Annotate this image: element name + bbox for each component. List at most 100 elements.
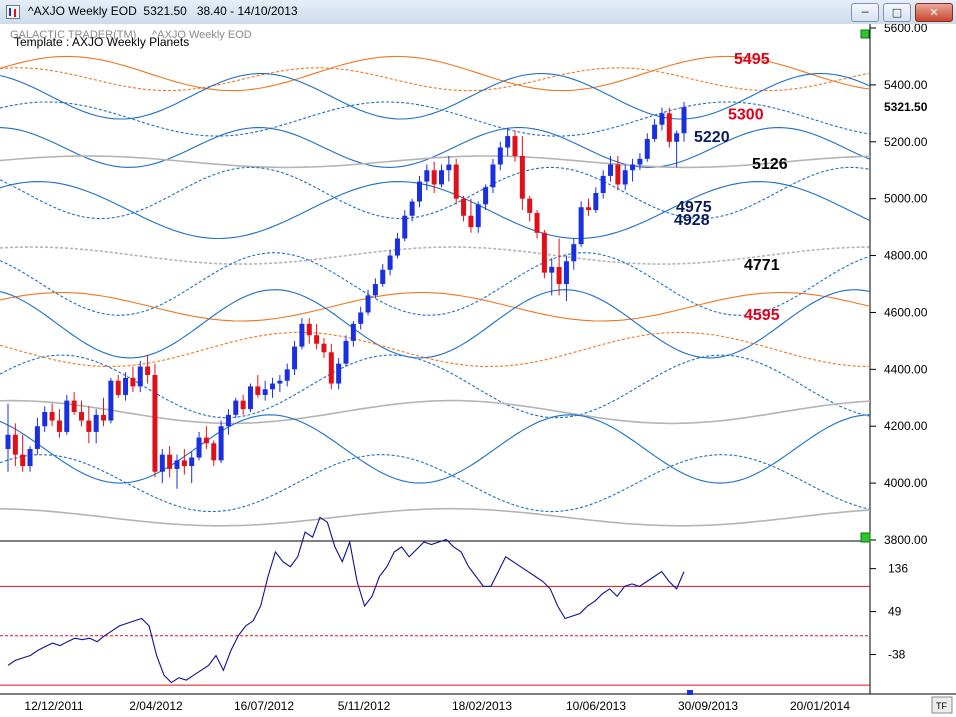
planet-wave-lines: [0, 55, 871, 527]
candle-body: [637, 158, 643, 165]
price-panel-handle[interactable]: [860, 29, 870, 39]
candle-body: [247, 386, 253, 410]
oscillator-tick-label: 49: [888, 605, 902, 619]
candle-body: [277, 380, 283, 384]
oscillator-tick-label: 136: [888, 562, 908, 576]
planet-wave: [0, 354, 871, 419]
oscillator-line: [7, 516, 685, 684]
watermark-symbol: ^AXJO Weekly EOD: [152, 29, 252, 41]
candle-body: [262, 389, 268, 395]
candle-body: [64, 400, 70, 432]
candle-body: [130, 377, 136, 387]
tf-button[interactable]: [931, 696, 953, 714]
oscillator-tick-label: -38: [888, 647, 906, 661]
price-tick-label: 4600.00: [884, 305, 928, 319]
candle-body: [108, 380, 114, 421]
planet-wave: [0, 155, 871, 169]
candle-body: [152, 375, 158, 472]
close-button[interactable]: ✕: [915, 3, 953, 22]
candle-body: [630, 164, 636, 171]
candle-body: [468, 215, 474, 228]
candle-body: [78, 412, 84, 421]
watermark-label: GALACTIC TRADER(TM): [10, 29, 136, 41]
candle-body: [174, 460, 180, 469]
candle-body: [556, 266, 562, 284]
chart-canvas[interactable]: GALACTIC TRADER(TM) ^AXJO Weekly EOD Tem…: [0, 24, 956, 717]
chart-app-icon: [6, 5, 20, 19]
candle-body: [446, 164, 452, 171]
candle-body: [306, 323, 312, 336]
candle-body: [255, 386, 261, 395]
planet-wave: [0, 252, 871, 316]
candle-body: [314, 335, 320, 344]
minimize-button[interactable]: ─: [851, 3, 879, 22]
candle-body: [145, 366, 151, 376]
template-label: Template : AXJO Weekly Planets: [14, 35, 189, 49]
candle-body: [350, 323, 356, 341]
candle-body: [225, 414, 231, 427]
candle-body: [652, 124, 658, 139]
price-tick-label: 5200.00: [884, 135, 928, 149]
candle-body: [549, 266, 555, 273]
candle-body: [527, 198, 533, 213]
candle-body: [328, 352, 334, 384]
candle-body: [284, 369, 290, 381]
candle-body: [490, 164, 496, 188]
candle-body: [380, 269, 386, 284]
candle-body: [167, 454, 173, 469]
candle-body: [674, 133, 680, 142]
candle-body: [189, 457, 195, 467]
price-axis: 5600.00 5400.00 5200.00 5000.00 4800.00 4600.…: [870, 24, 928, 547]
price-tick-label: 4800.00: [884, 249, 928, 263]
candle-body: [424, 170, 430, 182]
planet-wave: [0, 101, 871, 137]
candle-body: [461, 198, 467, 216]
maximize-button[interactable]: □: [883, 3, 911, 22]
maximize-icon: □: [891, 6, 903, 19]
candlestick-series: [5, 101, 687, 489]
candle-body: [578, 207, 584, 245]
candle-body: [240, 400, 246, 410]
planet-wave: [0, 289, 871, 359]
candle-body: [483, 187, 489, 205]
scroll-marker[interactable]: [687, 690, 693, 695]
candle-body: [137, 366, 143, 387]
planet-wave: [0, 454, 871, 513]
candle-body: [27, 448, 33, 467]
last-price-label: 5321.50: [884, 100, 928, 114]
candle-body: [439, 170, 445, 185]
candle-body: [394, 238, 400, 256]
price-tick-label: 5600.00: [884, 24, 928, 35]
price-tick-label: 4200.00: [884, 419, 928, 433]
planet-wave: [0, 127, 871, 168]
planet-wave: [0, 507, 871, 527]
candle-body: [534, 212, 540, 233]
candle-body: [608, 164, 614, 176]
candle-body: [409, 201, 415, 216]
candle-body: [541, 232, 547, 273]
candle-body: [497, 147, 503, 165]
planet-wave: [0, 181, 871, 240]
planet-wave: [0, 331, 871, 368]
candle-body: [622, 170, 628, 185]
title-bar[interactable]: ^AXJO Weekly EOD 5321.50 38.40 - 14/10/2…: [0, 0, 956, 25]
date-tick-label: 10/06/2013: [566, 699, 626, 713]
candle-body: [666, 113, 672, 142]
candle-body: [593, 192, 599, 211]
candle-body: [292, 346, 298, 370]
price-tick-label: 5400.00: [884, 78, 928, 92]
candle-body: [196, 437, 202, 458]
date-tick-label: 30/09/2013: [678, 699, 738, 713]
candle-body: [203, 437, 209, 444]
planet-level-label: 5126: [752, 156, 788, 173]
candle-body: [86, 420, 92, 432]
panel-splitter-handle[interactable]: [860, 532, 871, 543]
candle-body: [512, 136, 518, 156]
date-tick-label: 12/12/2011: [24, 699, 83, 713]
planet-wave: [0, 67, 871, 92]
planet-wave: [0, 399, 871, 425]
candle-body: [358, 312, 364, 324]
price-tick-label: 5000.00: [884, 192, 928, 206]
candle-body: [93, 414, 99, 432]
